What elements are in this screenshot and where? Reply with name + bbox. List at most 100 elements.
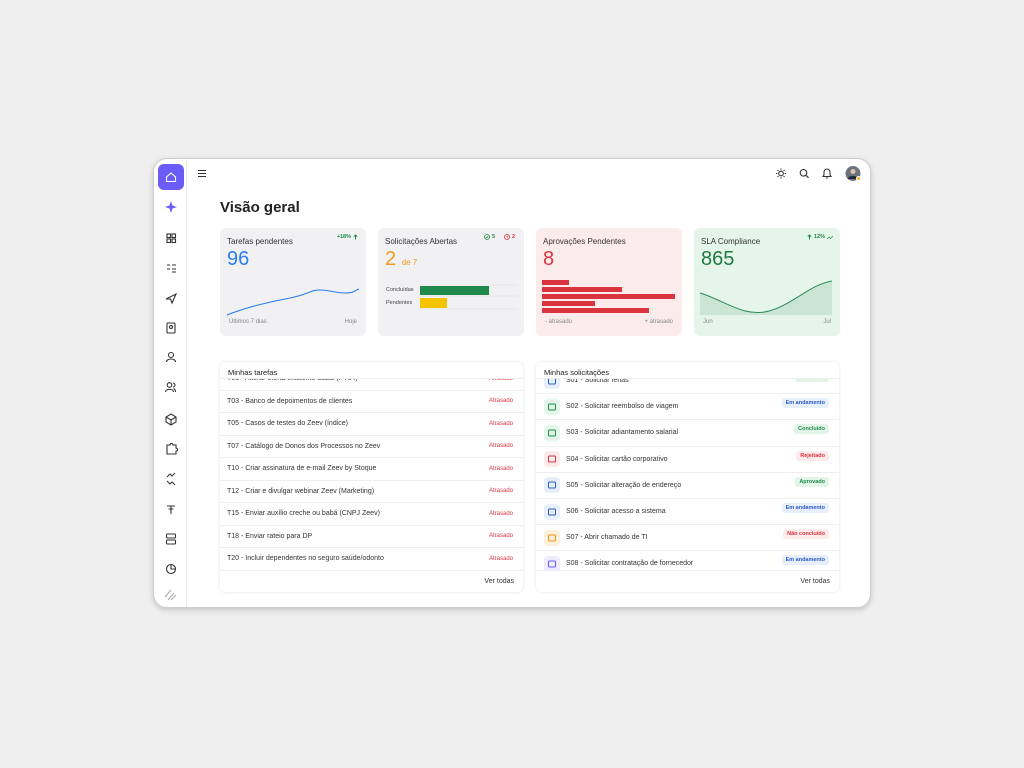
status-badge: Não concluído (783, 529, 829, 540)
task-row[interactable]: T05 - Casos de testes do Zeev (índice) At… (220, 413, 523, 436)
card-value-suffix: de 7 (401, 258, 418, 267)
menu-button[interactable] (198, 169, 206, 178)
status-badge: Em andamento (781, 555, 829, 566)
task-row[interactable]: T12 - Criar e divulgar webinar Zeev (Mar… (220, 481, 523, 503)
request-label: S01 - Solicitar férias (566, 379, 629, 385)
request-icon (544, 424, 560, 441)
request-row[interactable]: S01 - Solicitar férias Aprovado (536, 379, 839, 395)
footer-right: Jul (823, 319, 831, 325)
see-all-link[interactable]: Ver todas (484, 578, 514, 585)
sidebar (154, 159, 187, 607)
task-label: T03 - Banco de depoimentos de clientes (227, 397, 353, 405)
task-row[interactable]: T03 - Banco de depoimentos de clientes At… (220, 391, 523, 413)
task-row[interactable]: T20 - Incluir dependentes no seguro saúd… (220, 548, 523, 570)
badge-text: 2 (511, 234, 515, 240)
panel-title: Minhas tarefas (228, 368, 278, 377)
card-title: Aprovações Pendentes (543, 237, 626, 246)
task-label: T15 - Enviar auxílio creche ou babá (CNP… (227, 510, 380, 518)
status-badge: Aprovado (795, 476, 829, 487)
task-status: Atrasado (488, 488, 513, 495)
task-label: T07 - Catálogo de Donos dos Processos no… (227, 442, 381, 450)
request-label: S05 - Solicitar alteração de endereço (566, 481, 682, 489)
sparkline (226, 288, 360, 316)
task-status: Atrasado (489, 379, 513, 382)
request-label: S04 - Solicitar cartão corporativo (566, 455, 668, 463)
task-row[interactable]: T18 - Enviar rateio para DP Atrasado (220, 526, 523, 548)
task-status: Atrasado (488, 420, 513, 427)
card-title: Tarefas pendentes (227, 237, 293, 246)
tasks-panel: Minhas tarefas T01 - Alterar oferta exis… (220, 362, 523, 592)
task-row[interactable]: T01 - Alterar oferta existente SaaS (FY0… (220, 379, 523, 391)
page-title: Visão geral (220, 199, 300, 216)
request-icon (544, 477, 560, 494)
task-status: Atrasado (488, 533, 513, 540)
card-pending-tasks[interactable]: Tarefas pendentes +18% 96 Últimos 7 dias… (220, 228, 366, 336)
trend-badge: 12% (807, 234, 833, 240)
request-label: S07 - Abrir chamado de TI (566, 534, 648, 542)
legend-label: Pendentes (386, 300, 413, 306)
arrow-icon (807, 234, 812, 240)
card-value: 8 (543, 248, 555, 270)
badge-text: 5 (491, 234, 495, 240)
task-label: T05 - Casos de testes do Zeev (índice) (227, 420, 348, 428)
card-value: 96 (227, 248, 250, 270)
request-row[interactable]: S05 - Solicitar alteração de endereço Apr… (536, 473, 839, 499)
check-icon (484, 234, 490, 240)
see-all-link[interactable]: Ver todas (800, 578, 830, 585)
request-label: S08 - Solicitar contratação de fornecedo… (566, 560, 694, 568)
status-badge: Aprovado (795, 379, 829, 382)
task-status: Atrasado (488, 555, 513, 562)
trend-badge: +18% (337, 234, 358, 240)
request-label: S06 - Solicitar acesso a sistema (566, 508, 666, 516)
task-row[interactable]: T10 - Criar assinatura de e-mail Zeev by… (220, 458, 523, 481)
task-status: Atrasado (488, 443, 513, 450)
legend-label: Concluídas (386, 287, 414, 293)
task-status: Atrasado (488, 398, 513, 405)
request-icon (544, 451, 560, 468)
task-label: T18 - Enviar rateio para DP (227, 532, 313, 540)
divider (220, 378, 523, 379)
task-status: Atrasado (488, 510, 513, 517)
status-badge: Em andamento (781, 502, 829, 513)
status-badge: Rejeitado (796, 450, 829, 461)
overdue-bars (542, 280, 675, 313)
arrow-icon (353, 234, 358, 240)
badge-text: +18% (336, 234, 351, 240)
trend-icon (827, 235, 833, 239)
status-badge: Concluído (794, 424, 829, 435)
divider (536, 378, 839, 379)
request-row[interactable]: S07 - Abrir chamado de TI Não concluído (536, 525, 839, 552)
task-row[interactable]: T15 - Enviar auxílio creche ou babá (CNP… (220, 503, 523, 526)
clock-icon (504, 234, 510, 240)
request-icon (544, 555, 560, 570)
request-icon (544, 398, 560, 415)
task-status: Atrasado (488, 465, 513, 472)
request-row[interactable]: S08 - Solicitar contratação de fornecedo… (536, 551, 839, 570)
card-value: 865 (701, 248, 735, 270)
card-value-row: 2 de 7 (385, 248, 417, 271)
late-badge: 2 (504, 234, 515, 240)
request-row[interactable]: S04 - Solicitar cartão corporativo Rejeit… (536, 447, 839, 473)
card-open-requests[interactable]: Solicitações Abertas 5 2 2 de 7 Concluíd… (378, 228, 524, 336)
panel-title: Minhas solicitações (544, 368, 610, 377)
requests-panel: Minhas solicitações S01 - Solicitar féri… (536, 362, 839, 592)
request-icon (544, 529, 560, 546)
card-sla[interactable]: SLA Compliance 12% 865 Jun Jul (694, 228, 840, 336)
home-button[interactable] (158, 164, 184, 190)
request-list: S01 - Solicitar férias Aprovado S02 - Soli… (536, 379, 839, 571)
request-list-inner: S01 - Solicitar férias Aprovado S02 - Soli… (536, 379, 839, 570)
card-pending-approvals[interactable]: Aprovações Pendentes 8 - atrasado + atra… (536, 228, 682, 336)
card-title: Solicitações Abertas (385, 237, 458, 246)
task-label: T20 - Incluir dependentes no seguro saúd… (227, 555, 384, 563)
task-label: T12 - Criar e divulgar webinar Zeev (Mar… (227, 487, 375, 495)
sidebar-icons (158, 164, 184, 601)
task-label: T01 - Alterar oferta existente SaaS (FY0… (227, 379, 358, 382)
request-row[interactable]: S06 - Solicitar acesso a sistema Em andam… (536, 499, 839, 526)
task-label: T10 - Criar assinatura de e-mail Zeev by… (227, 465, 377, 473)
card-value: 2 (385, 248, 397, 270)
request-row[interactable]: S02 - Solicitar reembolso de viagem Em an… (536, 394, 839, 421)
request-row[interactable]: S03 - Solicitar adiantamento salarial Con… (536, 420, 839, 447)
footer-right: + atrasado (644, 319, 673, 325)
request-icon (544, 503, 560, 520)
task-row[interactable]: T07 - Catálogo de Donos dos Processos no… (220, 436, 523, 458)
